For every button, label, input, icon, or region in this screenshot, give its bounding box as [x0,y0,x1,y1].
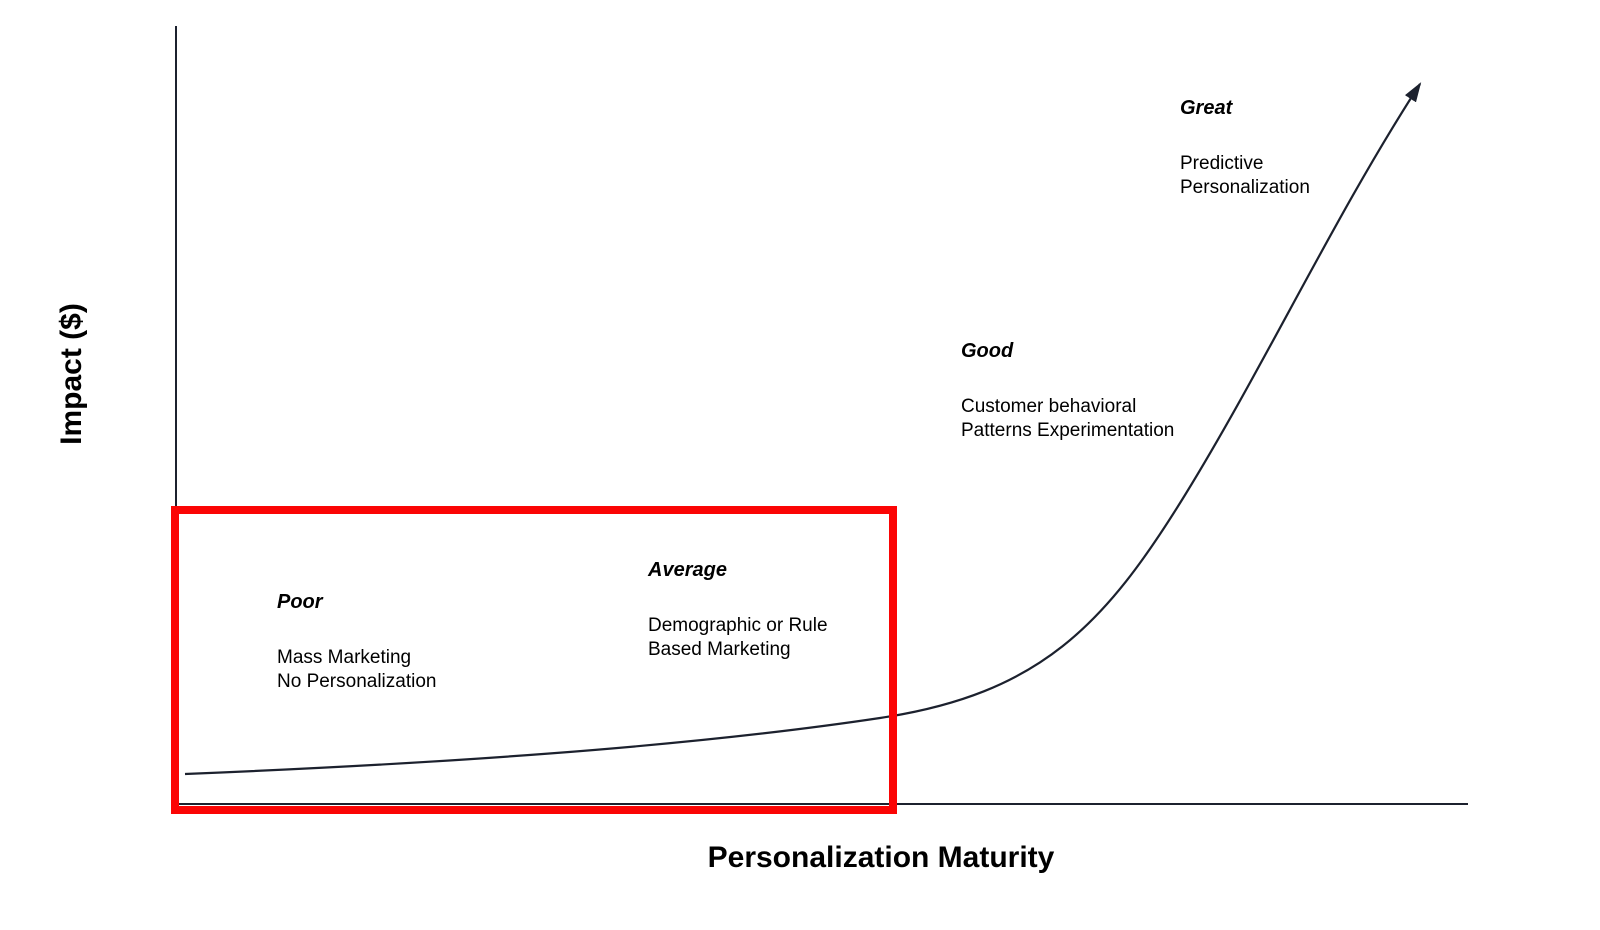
stage-poor: Poor Mass Marketing No Personalization [277,590,436,694]
stage-great-title: Great [1180,97,1233,119]
stage-good-title: Good [961,340,1014,362]
growth-curve [184,82,1422,776]
stage-average-title: Average [648,559,727,581]
stage-great: Great Predictive Personalization [1180,96,1310,200]
x-axis-label: Personalization Maturity [707,841,1055,874]
y-axis-label: Impact ($) [55,303,88,445]
stage-good: Good Customer behavioral Patterns Experi… [961,339,1174,443]
stage-poor-title: Poor [277,591,323,613]
stage-great-description: Predictive Personalization [1180,153,1310,198]
stage-good-description: Customer behavioral Patterns Experimenta… [961,396,1175,441]
stage-poor-description: Mass Marketing No Personalization [277,647,437,692]
highlight-box [171,506,897,814]
stage-average: Average Demographic or Rule Based Market… [648,558,828,662]
stage-average-description: Demographic or Rule Based Marketing [648,615,828,660]
